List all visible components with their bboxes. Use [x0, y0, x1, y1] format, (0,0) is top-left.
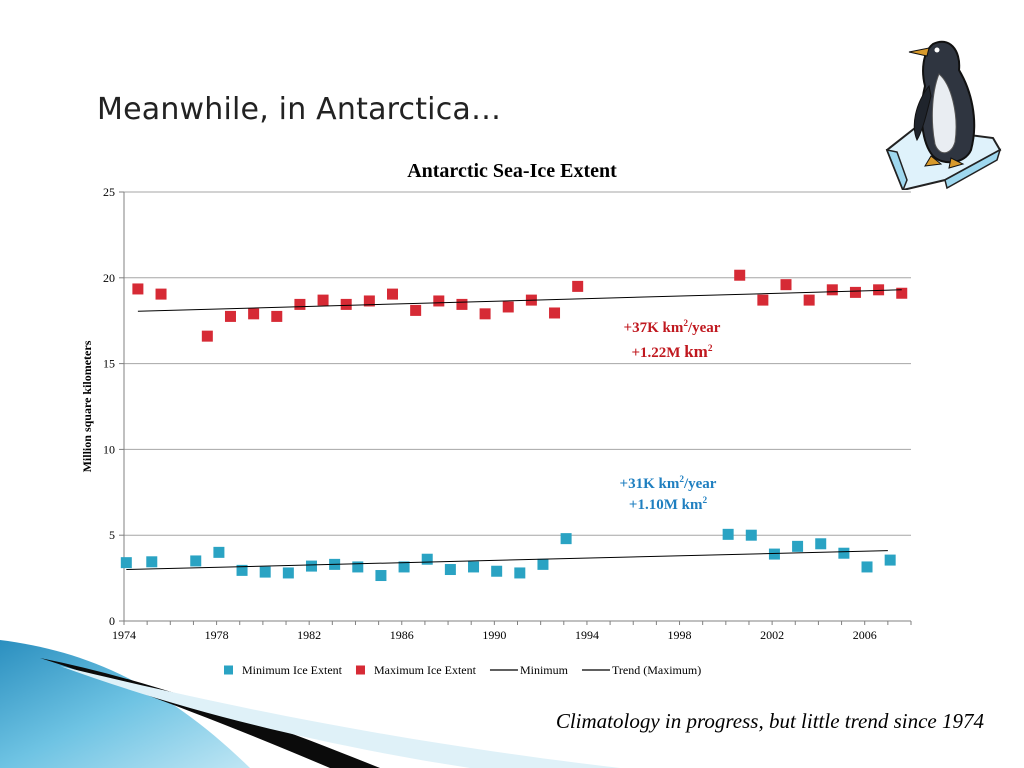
data-point-minimum-ice-extent [305, 560, 317, 572]
data-point-minimum-ice-extent [838, 547, 850, 559]
y-axis-label: Million square kilometers [80, 340, 94, 472]
data-point-maximum-ice-extent [780, 279, 792, 291]
legend-swatch-minimum-ice-extent [224, 665, 233, 675]
data-point-maximum-ice-extent [873, 284, 885, 296]
penguin-on-ice-icon [885, 40, 1002, 190]
x-tick-label: 1982 [297, 628, 321, 642]
data-point-minimum-ice-extent [282, 567, 294, 579]
corner-swoosh-decoration [0, 640, 620, 768]
data-point-maximum-ice-extent [803, 294, 815, 306]
data-point-minimum-ice-extent [792, 540, 804, 552]
y-tick-label: 5 [109, 528, 115, 542]
data-point-maximum-ice-extent [502, 301, 514, 313]
chart-title: Antarctic Sea-Ice Extent [407, 160, 617, 182]
y-tick-label: 25 [103, 185, 115, 199]
data-point-minimum-ice-extent [514, 567, 526, 579]
annotation-max-rate: +37K km2/year [624, 319, 721, 336]
data-point-minimum-ice-extent [259, 566, 271, 578]
data-point-maximum-ice-extent [294, 298, 306, 310]
x-tick-label: 1978 [205, 628, 229, 642]
x-tick-label: 1998 [668, 628, 692, 642]
data-point-minimum-ice-extent [146, 556, 158, 568]
data-point-maximum-ice-extent [757, 294, 769, 306]
data-point-maximum-ice-extent [826, 284, 838, 296]
data-point-minimum-ice-extent [421, 553, 433, 565]
data-point-minimum-ice-extent [768, 548, 780, 560]
x-tick-label: 1994 [575, 628, 599, 642]
data-point-maximum-ice-extent [549, 307, 561, 319]
data-point-maximum-ice-extent [224, 310, 236, 322]
slide-caption: Climatology in progress, but little tren… [555, 709, 984, 733]
x-tick-label: 1974 [112, 628, 136, 642]
data-point-minimum-ice-extent [537, 558, 549, 570]
data-point-minimum-ice-extent [236, 564, 248, 576]
trend-line-minimum [126, 550, 888, 571]
x-tick-label: 1990 [482, 628, 506, 642]
legend-swatch-maximum-ice-extent [355, 665, 365, 675]
x-tick-label: 1986 [390, 628, 414, 642]
data-point-maximum-ice-extent [132, 283, 144, 295]
data-point-minimum-ice-extent [722, 528, 734, 540]
data-point-minimum-ice-extent [352, 561, 364, 573]
data-point-maximum-ice-extent [155, 288, 167, 300]
data-point-minimum-ice-extent [560, 533, 572, 545]
annotation-min-total: +1.10M km2 [629, 496, 708, 513]
y-tick-label: 0 [109, 614, 115, 628]
x-tick-label: 2002 [760, 628, 784, 642]
legend-label-trend-maximum: Trend (Maximum) [612, 663, 701, 677]
slide-title: Meanwhile, in Antarctica… [97, 92, 502, 127]
data-point-minimum-ice-extent [190, 555, 202, 567]
trend-line-trend-maximum [137, 289, 902, 312]
annotation-min-rate: +31K km2/year [620, 475, 717, 492]
data-point-maximum-ice-extent [572, 280, 584, 292]
data-point-minimum-ice-extent [491, 565, 503, 577]
data-point-maximum-ice-extent [410, 304, 422, 316]
data-point-minimum-ice-extent [745, 529, 757, 541]
y-tick-label: 10 [103, 442, 115, 456]
data-point-maximum-ice-extent [271, 310, 283, 322]
data-point-minimum-ice-extent [861, 561, 873, 573]
legend-label-minimum: Minimum [520, 663, 569, 677]
data-point-maximum-ice-extent [340, 298, 352, 310]
data-point-maximum-ice-extent [849, 286, 861, 298]
data-point-minimum-ice-extent [213, 546, 225, 558]
data-point-maximum-ice-extent [479, 308, 491, 320]
data-point-maximum-ice-extent [734, 269, 746, 281]
data-point-maximum-ice-extent [317, 294, 329, 306]
data-point-minimum-ice-extent [120, 557, 132, 569]
data-point-maximum-ice-extent [363, 295, 375, 307]
y-tick-label: 15 [103, 357, 115, 371]
data-point-maximum-ice-extent [433, 295, 445, 307]
legend-label-maximum-ice-extent: Maximum Ice Extent [374, 663, 477, 677]
data-point-minimum-ice-extent [398, 561, 410, 573]
x-tick-label: 2006 [853, 628, 877, 642]
data-point-minimum-ice-extent [815, 538, 827, 550]
data-point-minimum-ice-extent [375, 570, 387, 582]
data-point-maximum-ice-extent [456, 298, 468, 310]
data-point-maximum-ice-extent [387, 288, 399, 300]
data-point-minimum-ice-extent [884, 554, 896, 566]
legend-label-minimum-ice-extent: Minimum Ice Extent [242, 663, 343, 677]
y-tick-label: 20 [103, 271, 115, 285]
data-point-maximum-ice-extent [201, 330, 213, 342]
data-point-maximum-ice-extent [896, 287, 908, 299]
data-point-maximum-ice-extent [248, 308, 260, 320]
data-point-minimum-ice-extent [468, 561, 480, 573]
annotation-max-total: +1.22M km2 [632, 342, 713, 361]
data-point-minimum-ice-extent [444, 564, 456, 576]
